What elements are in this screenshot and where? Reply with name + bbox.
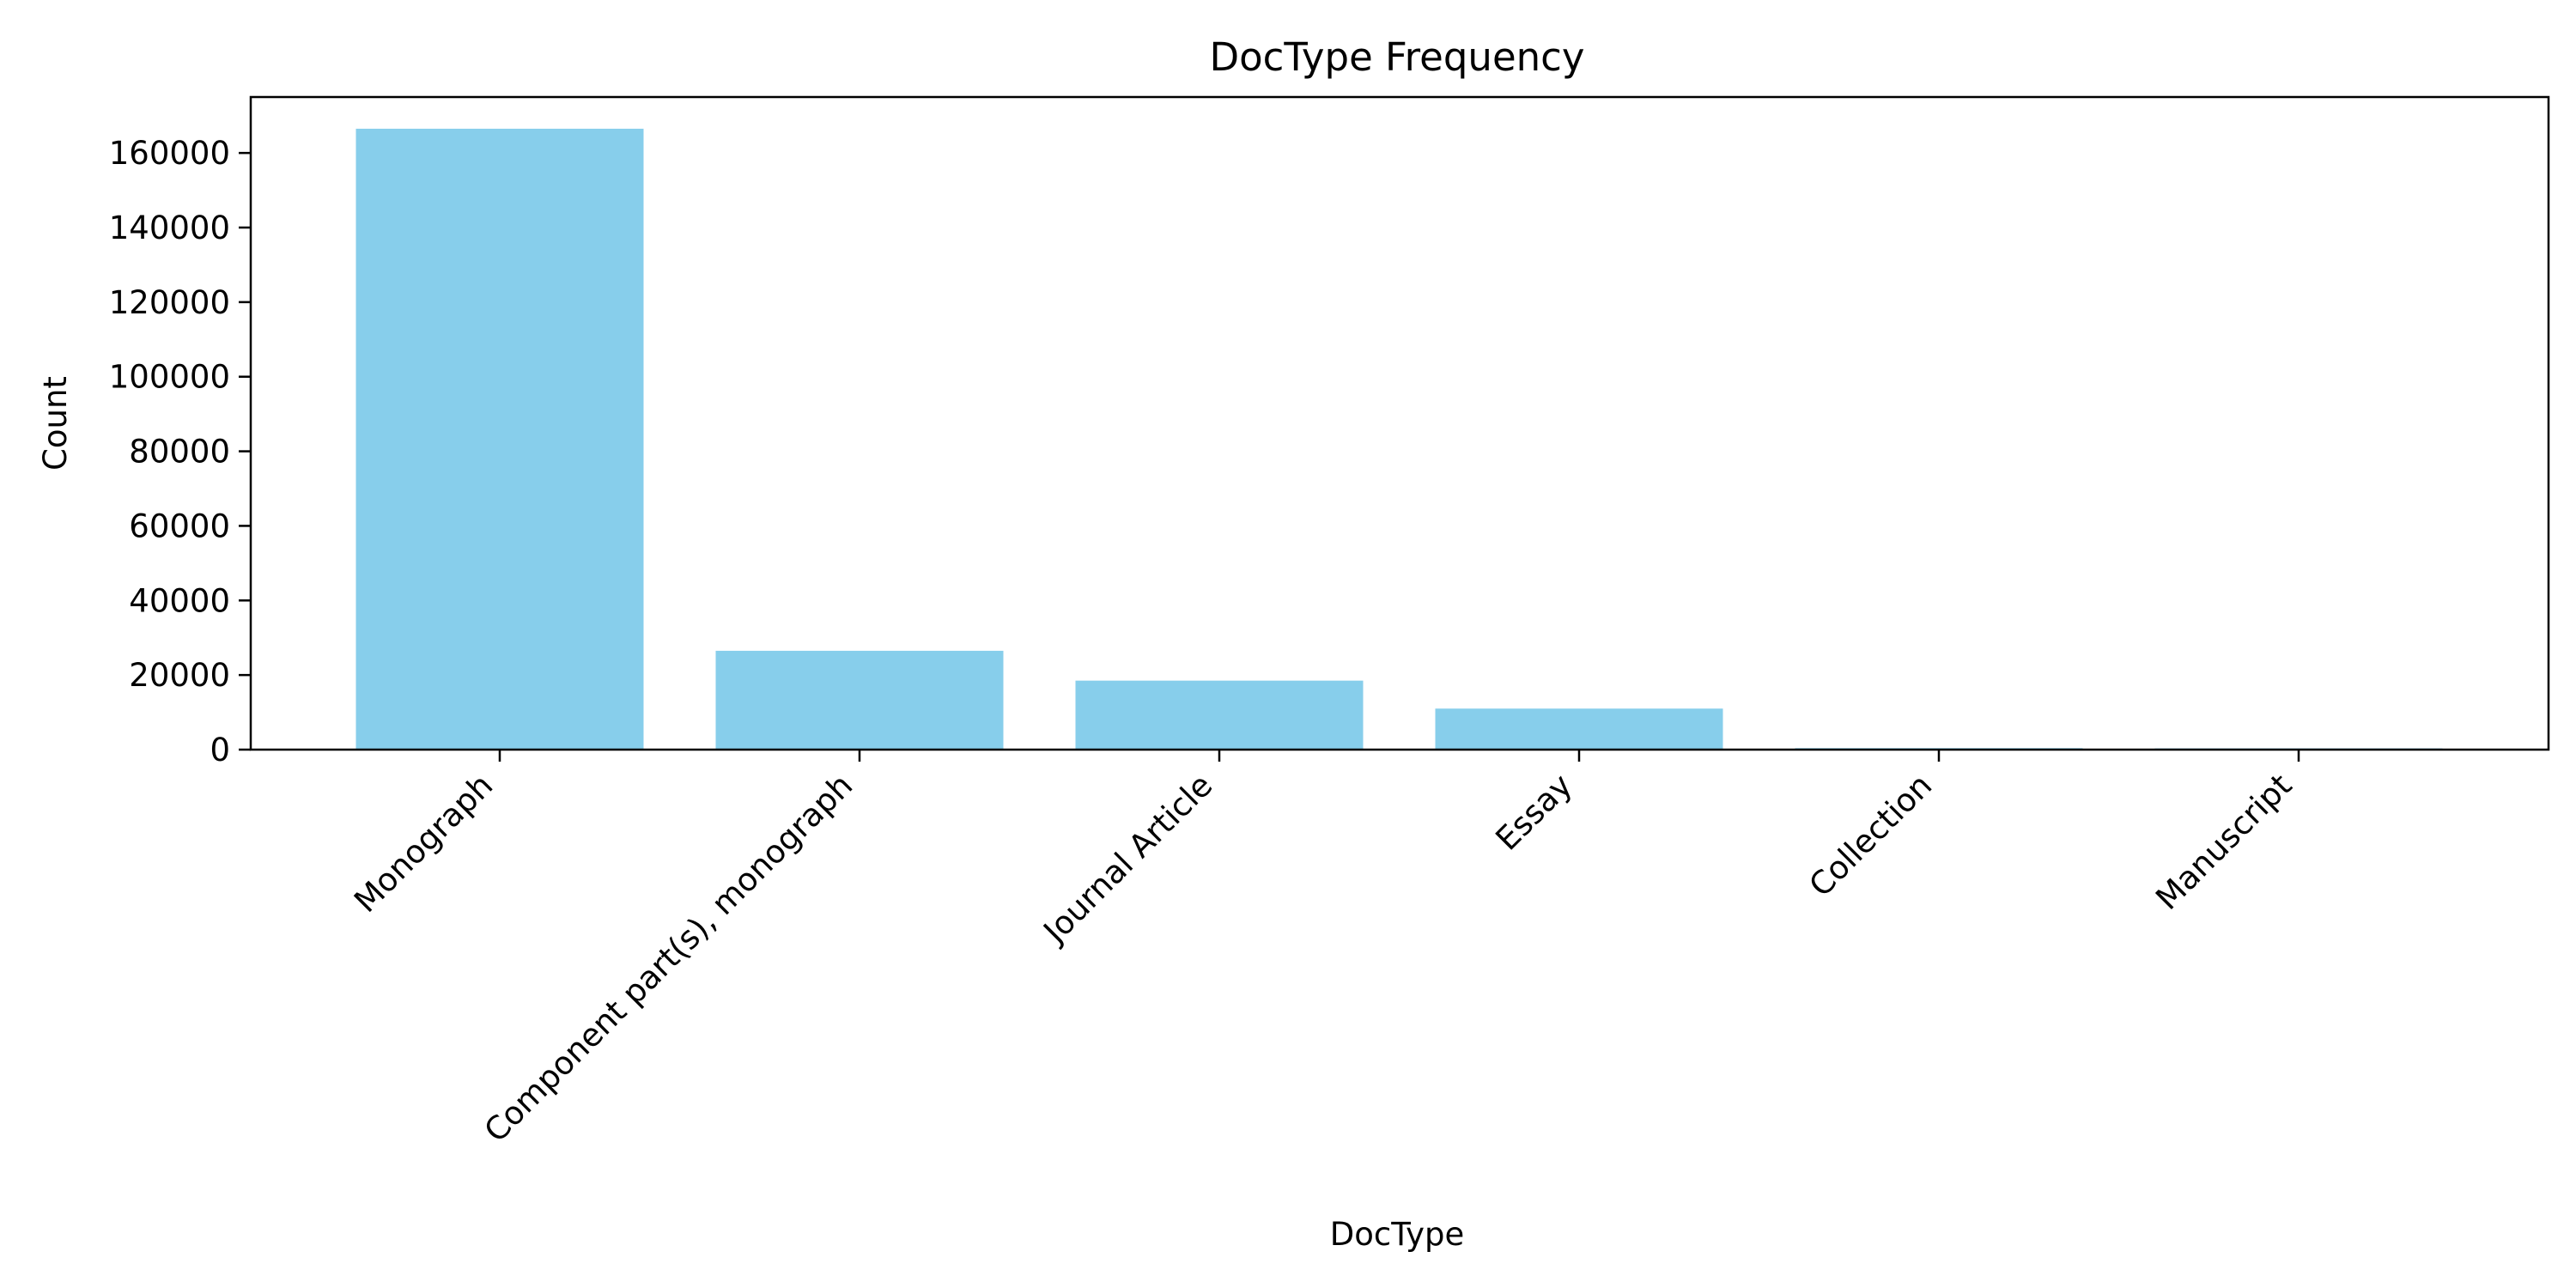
bar-essay [1435,708,1723,750]
y-tick-label: 0 [210,732,230,769]
x-axis-label: DocType [1330,1216,1464,1253]
x-tick-label-collection: Collection [1802,767,1940,904]
y-tick-label: 140000 [109,210,230,246]
y-tick-label: 100000 [109,359,230,396]
y-axis-label: Count [37,376,74,471]
y-tick-label: 80000 [129,434,230,471]
y-axis: 0 20000 40000 60000 80000 100000 120000 140000 1… [109,135,251,769]
chart-title: DocType Frequency [1209,34,1584,80]
plot-area-frame [249,95,2550,751]
x-tick-label-journal-article: Journal Article [1036,767,1220,951]
y-tick-label: 160000 [109,135,230,172]
y-tick-label: 120000 [109,284,230,321]
x-tick-label-manuscript: Manuscript [2148,767,2299,917]
bar-component-part-s-monograph [715,650,1004,750]
x-tick-label-component-part-s-monograph: Component part(s), monograph [477,767,860,1150]
x-tick-label-essay: Essay [1489,767,1580,858]
y-tick-label: 20000 [129,657,230,694]
bars-layer [355,128,2443,750]
y-tick-label: 40000 [129,582,230,619]
bar-monograph [355,128,644,750]
bar-journal-article [1075,680,1364,750]
x-tick-label-monograph: Monograph [347,767,500,920]
y-tick-label: 60000 [129,507,230,544]
